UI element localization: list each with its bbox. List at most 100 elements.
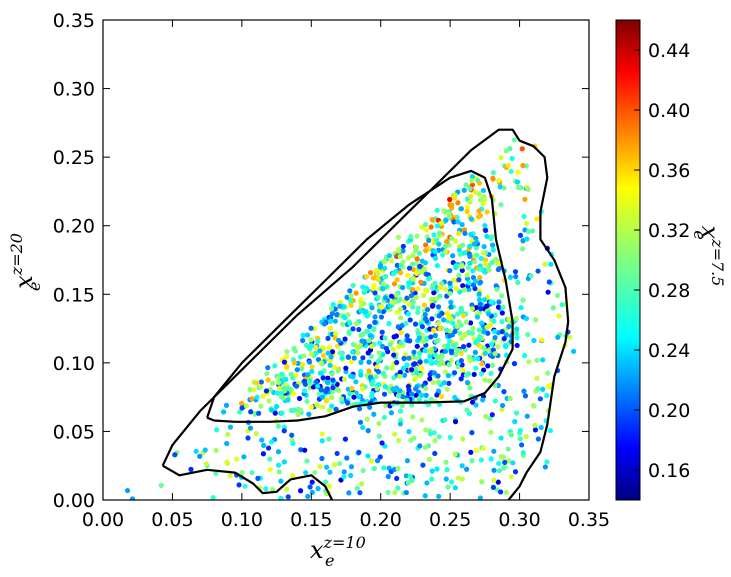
scatter-point bbox=[472, 189, 479, 195]
scatter-point bbox=[416, 335, 422, 341]
scatter-point bbox=[278, 478, 284, 484]
scatter-point bbox=[378, 314, 385, 320]
scatter-point bbox=[249, 396, 255, 402]
scatter-point bbox=[400, 365, 407, 371]
scatter-point bbox=[426, 456, 432, 462]
scatter-point bbox=[272, 363, 278, 369]
scatter-point bbox=[484, 209, 490, 215]
scatter-point bbox=[403, 489, 409, 496]
scatter-point bbox=[415, 330, 421, 337]
scatter-point bbox=[434, 263, 440, 269]
scatter-point bbox=[445, 372, 452, 379]
scatter-point bbox=[291, 360, 297, 366]
scatter-point bbox=[513, 315, 519, 322]
scatter-point bbox=[324, 379, 331, 386]
scatter-point bbox=[283, 376, 289, 383]
scatter-point bbox=[514, 326, 520, 332]
scatter-point bbox=[496, 299, 502, 305]
y-tick-label: 0.15 bbox=[53, 284, 95, 306]
scatter-point bbox=[468, 231, 474, 238]
scatter-point bbox=[499, 402, 506, 409]
scatter-point bbox=[353, 320, 359, 327]
scatter-point bbox=[278, 495, 284, 500]
scatter-point bbox=[300, 362, 306, 368]
scatter-point bbox=[443, 217, 449, 223]
scatter-point bbox=[379, 440, 385, 446]
scatter-point bbox=[464, 208, 470, 215]
scatter-point bbox=[422, 260, 429, 266]
scatter-point bbox=[457, 251, 463, 257]
scatter-point bbox=[461, 250, 468, 256]
scatter-point bbox=[481, 329, 487, 335]
scatter-point bbox=[455, 219, 461, 225]
scatter-point bbox=[223, 402, 230, 408]
scatter-point bbox=[373, 374, 379, 380]
scatter-point bbox=[415, 305, 421, 311]
scatter-point bbox=[477, 301, 483, 307]
scatter-point bbox=[419, 324, 425, 330]
scatter-point bbox=[501, 336, 507, 342]
y-tick-label: 0.20 bbox=[53, 216, 95, 238]
scatter-point bbox=[394, 277, 400, 283]
scatter-point bbox=[407, 317, 413, 323]
scatter-point bbox=[375, 276, 381, 282]
scatter-point bbox=[371, 326, 377, 332]
scatter-point bbox=[392, 489, 398, 496]
scatter-point bbox=[507, 395, 513, 401]
scatter-point bbox=[220, 409, 227, 415]
colorbar-tick-label: 0.44 bbox=[648, 40, 690, 62]
scatter-point bbox=[325, 350, 331, 356]
scatter-point bbox=[410, 267, 417, 273]
scatter-point bbox=[388, 258, 395, 264]
scatter-point bbox=[465, 371, 472, 377]
scatter-point bbox=[464, 407, 470, 413]
scatter-point bbox=[436, 313, 442, 319]
svg-text:xz=10e: xz=10 e bbox=[310, 533, 366, 570]
scatter-point bbox=[542, 464, 548, 470]
scatter-point bbox=[334, 312, 341, 318]
scatter-point bbox=[460, 313, 467, 319]
scatter-point bbox=[393, 292, 400, 298]
scatter-point bbox=[486, 378, 493, 384]
scatter-point bbox=[422, 312, 428, 318]
scatter-point bbox=[417, 443, 423, 449]
scatter-point bbox=[382, 384, 388, 390]
scatter-point bbox=[389, 365, 395, 371]
scatter-point bbox=[260, 393, 266, 399]
scatter-point bbox=[461, 187, 467, 193]
scatter-point bbox=[329, 371, 335, 377]
scatter-point bbox=[304, 458, 310, 464]
scatter-point bbox=[428, 357, 434, 363]
scatter-point bbox=[336, 337, 342, 344]
scatter-point bbox=[430, 379, 436, 386]
scatter-point bbox=[298, 447, 304, 453]
scatter-point bbox=[356, 449, 362, 455]
scatter-point bbox=[473, 402, 479, 408]
scatter-point bbox=[429, 316, 435, 322]
scatter-point bbox=[545, 370, 551, 376]
scatter-point bbox=[213, 470, 219, 476]
scatter-point bbox=[444, 310, 450, 317]
scatter-point bbox=[434, 466, 440, 472]
scatter-point bbox=[377, 262, 384, 269]
scatter-point bbox=[371, 466, 377, 472]
scatter-point bbox=[500, 304, 506, 310]
scatter-point bbox=[503, 489, 509, 496]
scatter-point bbox=[275, 449, 282, 455]
scatter-point bbox=[408, 234, 414, 240]
scatter-point bbox=[478, 306, 484, 312]
scatter-point bbox=[392, 269, 399, 275]
scatter-point bbox=[281, 385, 287, 391]
scatter-point bbox=[476, 208, 482, 214]
scatter-point bbox=[356, 394, 362, 400]
scatter-point bbox=[492, 398, 498, 404]
scatter-point bbox=[396, 248, 402, 254]
scatter-point bbox=[358, 359, 364, 365]
scatter-point bbox=[372, 319, 378, 325]
x-tick-label: 0.30 bbox=[498, 509, 540, 531]
scatter-point bbox=[485, 363, 491, 369]
scatter-point bbox=[227, 473, 233, 479]
scatter-point bbox=[306, 411, 312, 417]
scatter-point bbox=[301, 388, 308, 394]
scatter-point bbox=[490, 242, 496, 248]
